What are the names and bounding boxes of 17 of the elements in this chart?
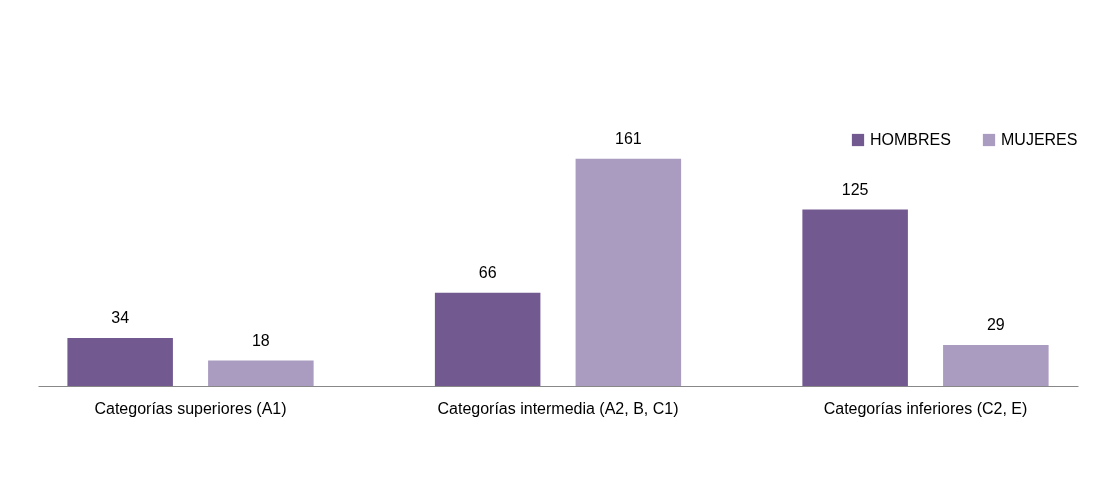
data-label: 125 xyxy=(841,180,869,198)
bar xyxy=(943,345,1049,386)
legend-label: HOMBRES xyxy=(870,131,951,148)
legend-label: MUJERES xyxy=(1001,131,1078,148)
x-tick-label: Categorías intermedia (A2, B, C1) xyxy=(437,399,679,417)
x-tick-label: Categorías inferiores (C2, E) xyxy=(823,399,1028,417)
bar xyxy=(67,338,173,386)
data-label: 66 xyxy=(478,263,497,281)
bar xyxy=(434,292,541,386)
x-tick-label: Categorías superiores (A1) xyxy=(94,399,287,417)
bar xyxy=(575,158,682,386)
data-label: 34 xyxy=(111,309,130,327)
data-label: 161 xyxy=(615,129,642,147)
data-label: 18 xyxy=(251,331,270,349)
bar xyxy=(802,209,908,386)
bar xyxy=(208,360,314,386)
data-label: 29 xyxy=(986,316,1005,334)
